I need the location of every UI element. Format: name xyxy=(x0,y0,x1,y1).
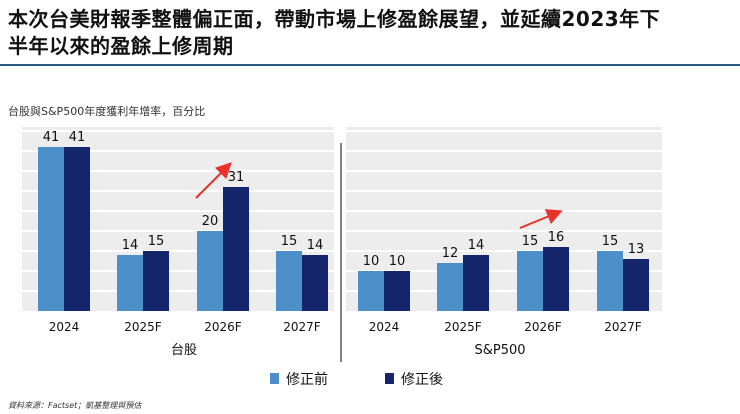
bar-sp500-2026f-after xyxy=(543,247,569,311)
legend-label-before: 修正前 xyxy=(286,371,328,388)
bar-tw-2024-before xyxy=(38,147,64,311)
chart-title: 台股與S&P500年度獲利年增率，百分比 xyxy=(8,105,206,118)
data-label: 14 xyxy=(307,238,324,253)
bar-sp500-2027f-after xyxy=(623,259,649,311)
data-label: 15 xyxy=(602,234,619,249)
trend-arrow-icon xyxy=(195,162,232,199)
data-label: 16 xyxy=(548,230,565,245)
x-tick-label: 2026F xyxy=(524,320,562,334)
bar-sp500-2024-before xyxy=(358,271,384,311)
bar-tw-2025f-after xyxy=(143,251,169,311)
data-label: 13 xyxy=(628,242,645,257)
data-label: 10 xyxy=(389,254,406,269)
x-tick-label: 2027F xyxy=(604,320,642,334)
bar-tw-2025f-before xyxy=(117,255,143,311)
bar-tw-2027f-before xyxy=(276,251,302,311)
data-label: 12 xyxy=(442,246,459,261)
data-label: 41 xyxy=(43,130,60,145)
x-tick-label: 2024 xyxy=(369,320,400,334)
x-tick-label: 2025F xyxy=(124,320,162,334)
header-rule xyxy=(0,64,740,66)
bar-tw-2027f-after xyxy=(302,255,328,311)
legend-label-after: 修正後 xyxy=(401,372,443,388)
headline-line-1: 本次台美財報季整體偏正面，帶動市場上修盈餘展望，並延續2023年下 xyxy=(8,7,661,31)
panel-label-1: 台股 xyxy=(171,343,197,358)
x-tick-label: 2027F xyxy=(283,320,321,334)
data-label: 14 xyxy=(468,238,485,253)
panel-label-2: S&P500 xyxy=(474,343,525,358)
x-tick-label: 2025F xyxy=(444,320,482,334)
bar-sp500-2025f-before xyxy=(437,263,463,311)
bar-sp500-2026f-before xyxy=(517,251,543,311)
data-label: 14 xyxy=(122,238,139,253)
headline: 本次台美財報季整體偏正面，帶動市場上修盈餘展望，並延續2023年下 半年以來的盈… xyxy=(8,6,738,60)
data-label: 20 xyxy=(202,214,219,229)
bar-tw-2026f-after xyxy=(223,187,249,311)
data-label: 15 xyxy=(148,234,165,249)
x-tick-label: 2024 xyxy=(49,320,80,334)
data-label: 41 xyxy=(69,130,86,145)
data-label: 31 xyxy=(228,170,245,185)
data-label: 15 xyxy=(281,234,298,249)
bar-tw-2024-after xyxy=(64,147,90,311)
bar-sp500-2024-after xyxy=(384,271,410,311)
legend-swatch-before xyxy=(270,373,279,384)
data-label: 10 xyxy=(363,254,380,269)
headline-line-2: 半年以來的盈餘上修周期 xyxy=(8,34,234,58)
data-label: 15 xyxy=(522,234,539,249)
legend-swatch-after xyxy=(385,373,394,384)
source-note: 資料來源：Factset；凱基整理與預估 xyxy=(8,401,142,410)
x-tick-label: 2026F xyxy=(204,320,242,334)
bar-sp500-2025f-after xyxy=(463,255,489,311)
bar-tw-2026f-before xyxy=(197,231,223,311)
trend-arrow-icon xyxy=(519,209,563,229)
bar-sp500-2027f-before xyxy=(597,251,623,311)
